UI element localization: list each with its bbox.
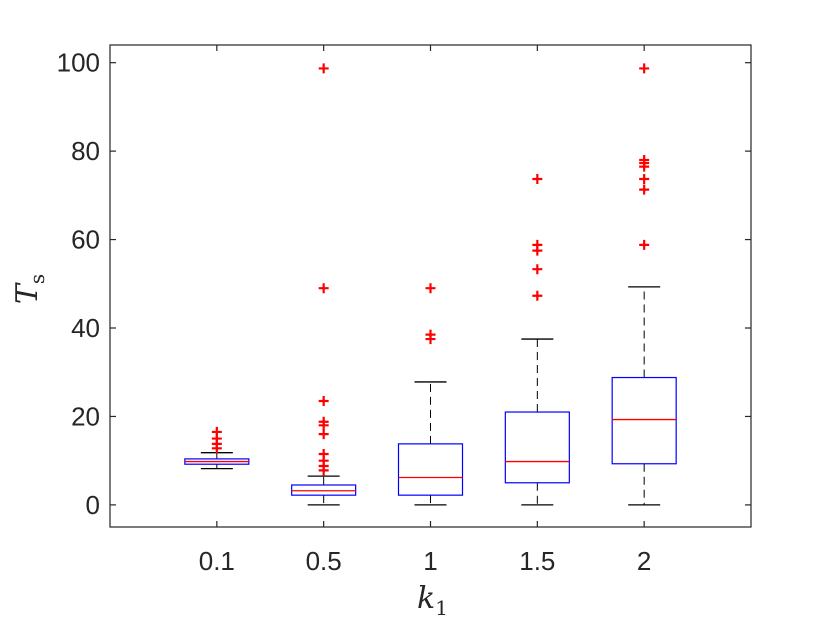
outlier-point xyxy=(318,429,329,440)
y-tick-label: 20 xyxy=(71,401,100,431)
box-group-0.1 xyxy=(184,426,250,470)
outlier-point xyxy=(211,426,222,437)
x-axis: 0.1 0.5 1 1.5 2 xyxy=(199,45,651,576)
outlier-point xyxy=(318,395,329,406)
outlier-point xyxy=(425,329,436,340)
y-axis-label-subscript: s xyxy=(25,274,49,284)
outlier-point xyxy=(639,154,650,165)
outlier-point xyxy=(318,63,329,74)
outlier-point xyxy=(639,63,650,74)
outlier-point xyxy=(639,239,650,250)
outlier-point xyxy=(639,184,650,195)
outlier-point xyxy=(532,239,543,250)
y-tick-label: 0 xyxy=(86,490,100,520)
x-axis-label-subscript: 1 xyxy=(435,596,448,620)
y-tick-label: 80 xyxy=(71,136,100,166)
x-tick-label: 1 xyxy=(423,546,437,576)
box-group-1 xyxy=(397,283,464,506)
x-axis-label-main: k xyxy=(417,581,435,616)
y-tick-label: 60 xyxy=(71,225,100,255)
y-axis-label-main: T xyxy=(10,282,45,304)
y-tick-label: 40 xyxy=(71,313,100,343)
x-tick-label: 1.5 xyxy=(519,546,555,576)
x-tick-label: 0.5 xyxy=(306,546,342,576)
outlier-point xyxy=(532,173,543,184)
y-tick-label: 100 xyxy=(57,48,100,78)
boxplot-marks xyxy=(184,63,677,506)
outlier-point xyxy=(318,283,329,294)
y-axis: 0 20 40 60 80 100 xyxy=(57,48,751,520)
box xyxy=(611,376,677,465)
box xyxy=(291,484,357,496)
x-tick-label: 2 xyxy=(637,546,651,576)
outlier-point xyxy=(532,290,543,301)
box xyxy=(397,443,464,496)
y-axis-label: Ts xyxy=(10,274,49,304)
outlier-point xyxy=(318,449,329,460)
outlier-point xyxy=(639,173,650,184)
box-group-1.5 xyxy=(504,173,570,506)
box-group-0.5 xyxy=(291,63,357,506)
outlier-point xyxy=(318,416,329,427)
box-group-2 xyxy=(611,63,677,506)
outlier-point xyxy=(532,264,543,275)
outlier-point xyxy=(425,283,436,294)
x-axis-label: k1 xyxy=(417,581,448,620)
box xyxy=(504,411,570,484)
x-tick-label: 0.1 xyxy=(199,546,235,576)
